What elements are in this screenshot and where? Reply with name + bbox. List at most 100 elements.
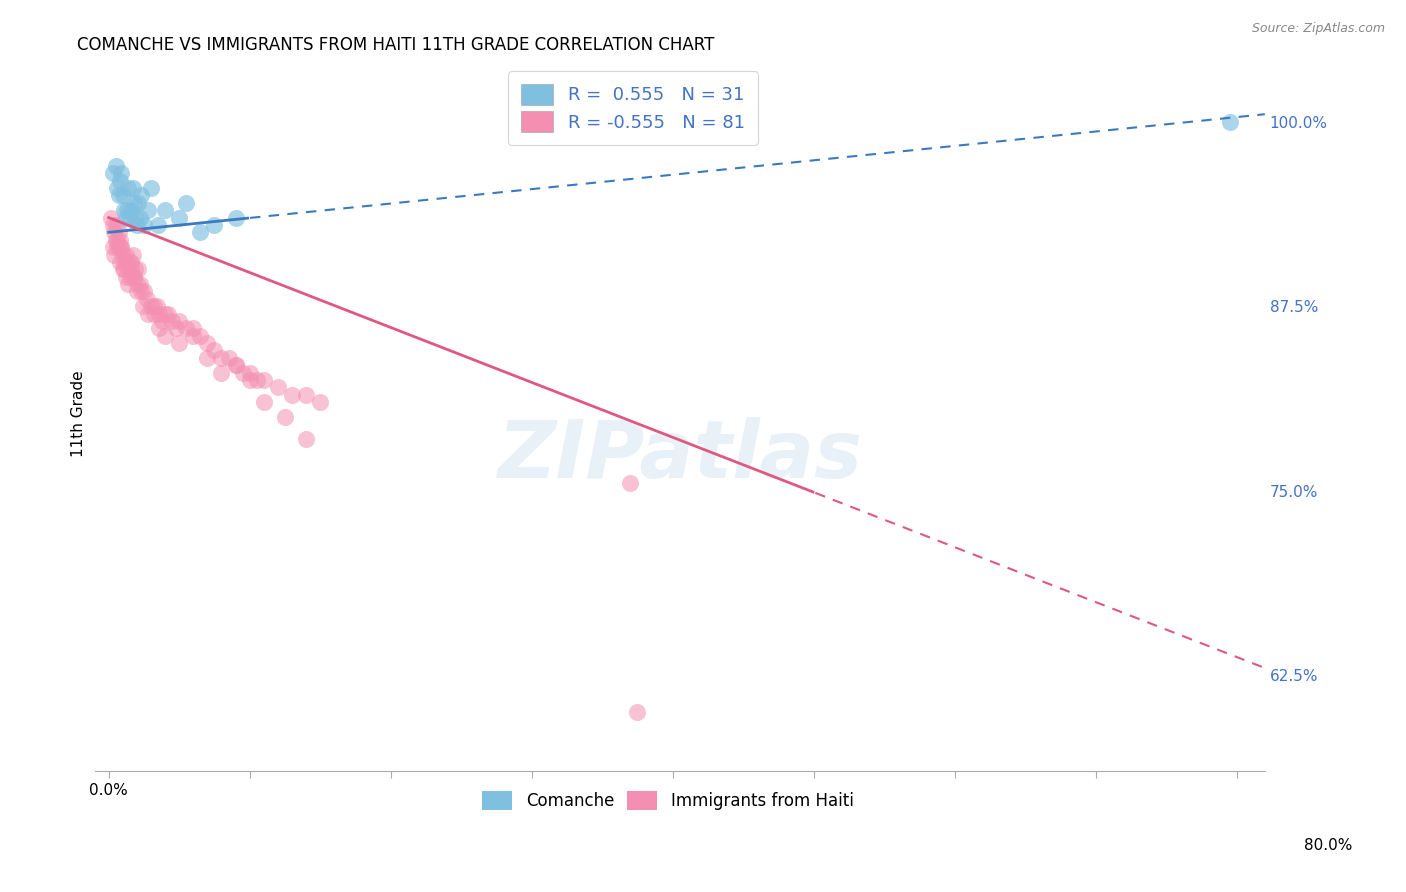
Point (127, 195, 149, 210)
Point (104, 159, 127, 173)
Point (125, 218, 148, 232)
Point (167, 314, 190, 328)
Point (101, 166, 124, 180)
Point (118, 269, 141, 284)
Point (167, 211, 190, 225)
Point (100, 211, 122, 225)
Point (108, 255, 131, 269)
Point (619, 476, 641, 491)
Point (122, 269, 145, 284)
Point (253, 395, 276, 409)
Point (114, 269, 136, 284)
Point (267, 380, 290, 394)
Point (239, 366, 262, 380)
Point (120, 255, 142, 269)
Point (120, 203, 142, 218)
Point (103, 225, 125, 239)
Point (112, 255, 135, 269)
Point (174, 321, 197, 335)
Point (211, 366, 233, 380)
Point (110, 166, 132, 180)
Point (136, 203, 159, 218)
Point (139, 299, 162, 313)
Point (129, 188, 152, 202)
Point (108, 174, 131, 188)
Point (128, 277, 150, 291)
Point (117, 262, 139, 277)
Point (105, 181, 128, 195)
Point (246, 373, 269, 387)
Point (118, 255, 141, 269)
Point (145, 299, 167, 313)
Point (142, 307, 165, 321)
Point (127, 262, 149, 277)
Text: Source: ZipAtlas.com: Source: ZipAtlas.com (1251, 22, 1385, 36)
Point (107, 225, 129, 239)
Point (117, 181, 139, 195)
Point (225, 358, 247, 372)
Point (121, 247, 143, 261)
Point (111, 247, 134, 261)
Point (118, 211, 141, 225)
Point (120, 262, 142, 277)
Text: ZIPatlas: ZIPatlas (498, 417, 862, 495)
Legend: Comanche, Immigrants from Haiti: Comanche, Immigrants from Haiti (475, 785, 860, 817)
Point (107, 188, 129, 202)
Point (146, 218, 169, 232)
Point (112, 262, 135, 277)
Point (148, 321, 170, 335)
Point (114, 211, 136, 225)
Point (1219, 114, 1241, 128)
Point (108, 233, 131, 247)
Point (139, 181, 162, 195)
Point (128, 211, 150, 225)
Point (253, 373, 276, 387)
Point (136, 307, 159, 321)
Point (195, 336, 218, 351)
Point (114, 247, 136, 261)
Point (115, 255, 138, 269)
Point (274, 409, 297, 424)
Point (165, 321, 187, 335)
Point (104, 218, 127, 232)
Point (101, 240, 124, 254)
Point (135, 292, 157, 306)
Point (117, 277, 139, 291)
Point (181, 321, 204, 335)
Y-axis label: 11th Grade: 11th Grade (72, 370, 86, 457)
Point (309, 395, 332, 409)
Point (101, 218, 124, 232)
Point (204, 218, 226, 232)
Point (107, 240, 129, 254)
Point (125, 277, 148, 291)
Point (626, 706, 648, 720)
Point (281, 388, 304, 402)
Point (103, 247, 125, 261)
Point (156, 307, 179, 321)
Point (105, 233, 128, 247)
Point (204, 343, 226, 358)
Point (110, 240, 132, 254)
Point (225, 358, 247, 372)
Point (142, 299, 165, 313)
Point (295, 388, 318, 402)
Point (153, 307, 176, 321)
Point (148, 307, 170, 321)
Text: COMANCHE VS IMMIGRANTS FROM HAITI 11TH GRADE CORRELATION CHART: COMANCHE VS IMMIGRANTS FROM HAITI 11TH G… (77, 36, 714, 54)
Point (195, 351, 218, 365)
Point (150, 314, 173, 328)
Point (132, 218, 155, 232)
Point (167, 336, 190, 351)
Point (239, 373, 262, 387)
Point (131, 299, 153, 313)
Point (112, 203, 135, 218)
Text: 80.0%: 80.0% (1305, 838, 1353, 853)
Point (121, 181, 143, 195)
Point (111, 188, 134, 202)
Point (160, 314, 183, 328)
Point (232, 366, 254, 380)
Point (115, 203, 138, 218)
Point (225, 211, 247, 225)
Point (104, 233, 127, 247)
Point (124, 211, 146, 225)
